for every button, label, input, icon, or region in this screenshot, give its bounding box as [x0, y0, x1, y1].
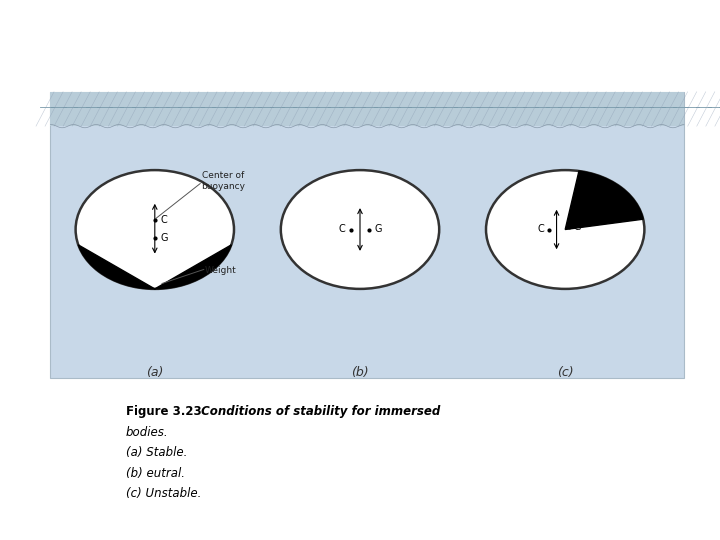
Text: bodies.: bodies.	[126, 426, 168, 438]
Polygon shape	[565, 171, 643, 230]
Text: (a): (a)	[146, 366, 163, 379]
Text: G: G	[161, 233, 168, 242]
Circle shape	[486, 170, 644, 289]
Text: (c) Unstable.: (c) Unstable.	[126, 487, 202, 500]
Polygon shape	[78, 245, 231, 289]
Circle shape	[76, 170, 234, 289]
Text: Conditions of stability for immersed: Conditions of stability for immersed	[197, 405, 440, 418]
Text: G: G	[374, 225, 382, 234]
Text: (b) eutral.: (b) eutral.	[126, 467, 185, 480]
Text: C: C	[339, 225, 346, 234]
Text: (a) Stable.: (a) Stable.	[126, 446, 187, 459]
Text: G: G	[574, 222, 581, 232]
Text: Figure 3.23: Figure 3.23	[126, 405, 202, 418]
Text: C: C	[538, 225, 544, 234]
Text: C: C	[161, 215, 167, 225]
FancyBboxPatch shape	[50, 92, 684, 378]
Text: (b): (b)	[351, 366, 369, 379]
Text: Weight: Weight	[205, 266, 237, 274]
Circle shape	[281, 170, 439, 289]
Text: (c): (c)	[557, 366, 574, 379]
Text: Center of
buoyancy: Center of buoyancy	[202, 171, 246, 191]
Bar	[50, 92, 684, 126]
